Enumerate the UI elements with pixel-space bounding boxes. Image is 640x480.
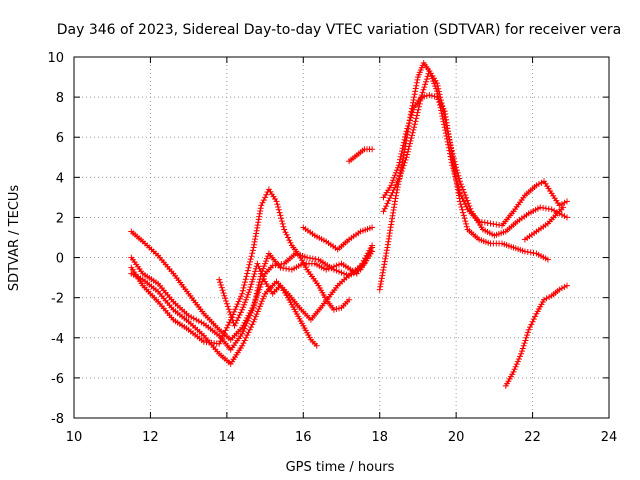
series-markers — [128, 242, 376, 353]
series-track-6 — [300, 224, 376, 253]
data-series — [128, 60, 570, 389]
y-tick-label: 6 — [56, 131, 64, 146]
y-tick-label: -4 — [51, 332, 64, 347]
y-tick-label: -2 — [51, 292, 64, 307]
y-tick-label: -8 — [51, 412, 64, 427]
x-tick-label: 14 — [219, 430, 236, 445]
series-track-7 — [346, 146, 376, 165]
series-track-12 — [521, 204, 567, 243]
y-tick-label: 4 — [56, 171, 64, 186]
y-tick-label: 2 — [56, 211, 64, 226]
series-track-10 — [380, 68, 570, 239]
series-markers — [128, 186, 353, 347]
series-markers — [216, 260, 320, 349]
y-tick-label: 8 — [56, 91, 64, 106]
series-markers — [346, 146, 376, 165]
plot-frame — [73, 56, 610, 419]
x-tick-label: 18 — [371, 430, 388, 445]
y-axis-label: SDTVAR / TECUs — [7, 185, 22, 292]
chart-title: Day 346 of 2023, Sidereal Day-to-day VTE… — [57, 22, 621, 38]
x-tick-label: 24 — [601, 430, 618, 445]
y-tick-label: 10 — [47, 51, 64, 66]
series-trace — [130, 188, 350, 345]
x-tick-label: 16 — [295, 430, 312, 445]
x-tick-label: 20 — [448, 430, 465, 445]
series-markers — [300, 224, 376, 253]
series-track-3 — [128, 242, 376, 353]
series-track-5 — [216, 260, 320, 349]
x-axis-label: GPS time / hours — [286, 460, 395, 475]
x-tick-label: 22 — [524, 430, 541, 445]
x-tick-label: 10 — [66, 430, 83, 445]
series-markers — [380, 68, 570, 239]
series-markers — [128, 244, 376, 367]
y-tick-label: 0 — [56, 252, 64, 267]
series-track-2 — [128, 244, 376, 367]
series-markers — [502, 282, 570, 389]
series-track-4 — [128, 186, 353, 347]
series-track-11 — [502, 282, 570, 389]
grid-lines — [74, 57, 609, 418]
series-markers — [521, 204, 567, 243]
x-tick-label: 12 — [142, 430, 159, 445]
y-tick-label: -6 — [51, 372, 64, 387]
series-trace — [382, 69, 568, 237]
